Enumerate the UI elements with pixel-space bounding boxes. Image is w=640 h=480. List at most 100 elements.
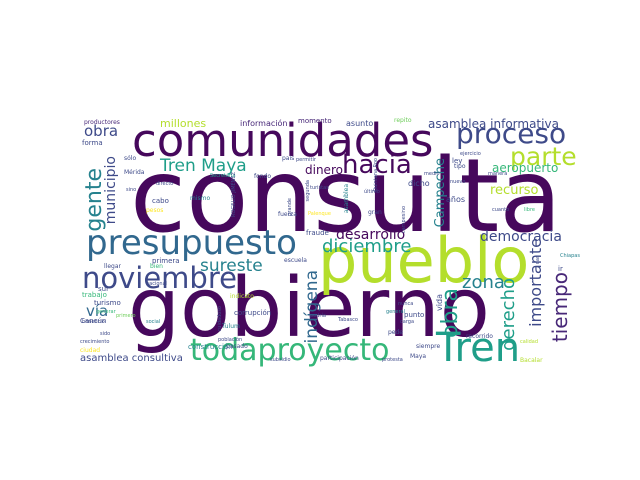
word: turistas bbox=[310, 185, 329, 191]
word: protesta bbox=[382, 357, 403, 363]
word: dar bbox=[535, 256, 541, 265]
word: sur bbox=[98, 285, 109, 293]
word: podría bbox=[310, 313, 326, 319]
word: proceso bbox=[456, 117, 567, 150]
word: ir bbox=[558, 265, 563, 273]
word: tipo bbox=[454, 163, 466, 170]
word: pueblo bbox=[318, 224, 530, 297]
word: nacional bbox=[146, 281, 168, 287]
word: primera bbox=[152, 257, 180, 265]
word: cabo bbox=[152, 197, 169, 205]
word: recorrido bbox=[466, 333, 493, 340]
word: subsidio bbox=[270, 357, 291, 363]
word: último bbox=[364, 189, 380, 195]
word: asunto bbox=[346, 119, 374, 128]
word: todaproyecto bbox=[190, 333, 390, 368]
word: consulta bbox=[130, 137, 562, 256]
word: generar bbox=[96, 309, 116, 315]
word: asamblea consultiva bbox=[80, 353, 183, 364]
word: cuidadoso bbox=[217, 306, 223, 332]
word: Campeche bbox=[433, 158, 448, 228]
word: democracia bbox=[480, 229, 562, 245]
word: manera bbox=[488, 171, 508, 177]
word: Mérida bbox=[124, 169, 145, 176]
word: primero bbox=[116, 313, 136, 319]
word: sureste bbox=[200, 256, 263, 276]
word: Tulum bbox=[222, 323, 240, 330]
word: importante bbox=[526, 238, 545, 327]
word: Tren Maya bbox=[160, 156, 247, 176]
word: sólo bbox=[124, 155, 137, 162]
word: mismo bbox=[190, 195, 211, 202]
word: municipio bbox=[103, 156, 119, 225]
word: Bacalar bbox=[520, 357, 543, 364]
word: fondo bbox=[254, 173, 272, 180]
word: Maya bbox=[410, 353, 427, 360]
word: información bbox=[240, 119, 288, 128]
word: directo bbox=[156, 181, 174, 187]
word-cloud: consulta gobierno pueblo comunidades pre… bbox=[80, 114, 580, 371]
word: nunca bbox=[398, 301, 414, 307]
word: fraude bbox=[306, 229, 329, 237]
word: llegar bbox=[104, 263, 121, 270]
word: asamblea bbox=[343, 184, 350, 214]
word: desarrollo bbox=[336, 227, 406, 243]
word: fuerza bbox=[278, 211, 297, 218]
word: noviembre bbox=[82, 261, 237, 295]
word: forma bbox=[82, 139, 103, 147]
word: social bbox=[146, 319, 161, 325]
word: escuela bbox=[284, 257, 307, 264]
word: nuevo bbox=[450, 179, 466, 185]
word: construcción bbox=[188, 343, 233, 351]
word: campesino bbox=[401, 206, 407, 234]
word: general bbox=[386, 309, 406, 315]
word: Cancún bbox=[80, 317, 107, 325]
word: pesos bbox=[146, 207, 164, 214]
word: siempre bbox=[416, 343, 441, 350]
word: momento bbox=[298, 117, 332, 125]
word: calidad bbox=[520, 339, 539, 345]
word: dicho bbox=[408, 179, 430, 188]
word: recurso bbox=[490, 183, 539, 198]
word: participación bbox=[320, 355, 359, 362]
word: zona bbox=[462, 272, 505, 293]
word: Secretaría bbox=[210, 173, 236, 179]
word: Quintana Roo bbox=[373, 158, 379, 192]
word: libre bbox=[524, 207, 535, 213]
word: asamblea informativa bbox=[428, 117, 559, 131]
word: gran bbox=[368, 209, 382, 216]
word: millones bbox=[160, 117, 207, 130]
word: ciudad bbox=[80, 347, 101, 354]
word: pede bbox=[388, 329, 403, 336]
word: crecimiento bbox=[80, 339, 110, 345]
word: repito bbox=[394, 117, 412, 124]
word: años bbox=[446, 195, 466, 204]
word: beneficio bbox=[82, 319, 105, 325]
word: ley bbox=[452, 157, 463, 165]
word: Tren bbox=[436, 325, 521, 371]
word: vía bbox=[86, 302, 109, 320]
word: punto bbox=[404, 311, 425, 319]
word: medio bbox=[424, 171, 440, 177]
word: dinero bbox=[305, 163, 343, 177]
word: segunda bbox=[305, 180, 311, 202]
word: cuanto bbox=[492, 207, 510, 213]
word: parte bbox=[510, 142, 577, 171]
word: aeropuerto bbox=[492, 161, 559, 175]
word: país bbox=[282, 155, 295, 162]
word: productores bbox=[84, 119, 120, 126]
word: sido bbox=[100, 331, 111, 337]
word: indígena bbox=[302, 270, 322, 344]
word: corrupción bbox=[234, 309, 272, 317]
word: hacia bbox=[342, 150, 412, 180]
word: permitir bbox=[296, 157, 316, 163]
word: turismo bbox=[94, 299, 121, 307]
word: sino bbox=[126, 187, 137, 193]
word: población bbox=[218, 337, 243, 343]
word: diciembre bbox=[322, 236, 412, 257]
word: comunidades bbox=[132, 114, 434, 167]
word: ejercicio bbox=[460, 151, 481, 157]
word: gobierno bbox=[128, 261, 490, 356]
word: vida bbox=[435, 294, 444, 311]
word: pasado bbox=[226, 343, 248, 350]
